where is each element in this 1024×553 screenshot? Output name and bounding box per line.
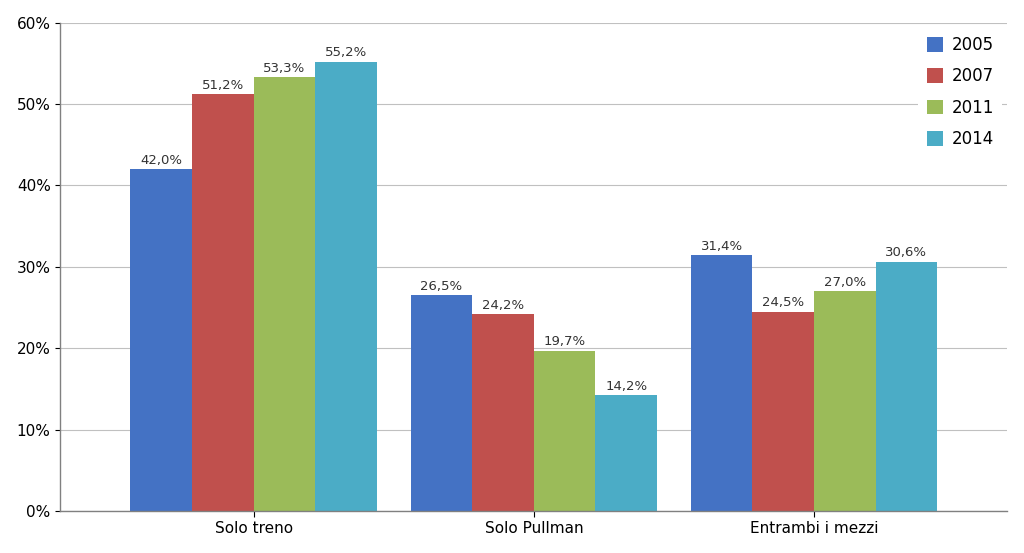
Text: 24,2%: 24,2% [482,299,524,311]
Bar [876,262,937,511]
Text: 27,0%: 27,0% [823,276,866,289]
Text: 24,5%: 24,5% [762,296,804,309]
Text: 55,2%: 55,2% [325,46,368,59]
Bar [596,395,657,511]
Bar [254,77,315,511]
Bar [534,351,596,511]
Bar [411,295,472,511]
Bar [814,291,876,511]
Bar [472,314,534,511]
Bar [315,62,377,511]
Text: 53,3%: 53,3% [263,62,305,75]
Legend: 2005, 2007, 2011, 2014: 2005, 2007, 2011, 2014 [919,28,1002,156]
Bar [753,311,814,511]
Text: 26,5%: 26,5% [420,280,463,293]
Bar [691,255,753,511]
Bar [193,94,254,511]
Bar [130,169,193,511]
Text: 51,2%: 51,2% [202,79,244,92]
Text: 19,7%: 19,7% [544,335,586,348]
Text: 31,4%: 31,4% [700,240,742,253]
Text: 30,6%: 30,6% [886,247,928,259]
Text: 14,2%: 14,2% [605,380,647,393]
Text: 42,0%: 42,0% [140,154,182,166]
